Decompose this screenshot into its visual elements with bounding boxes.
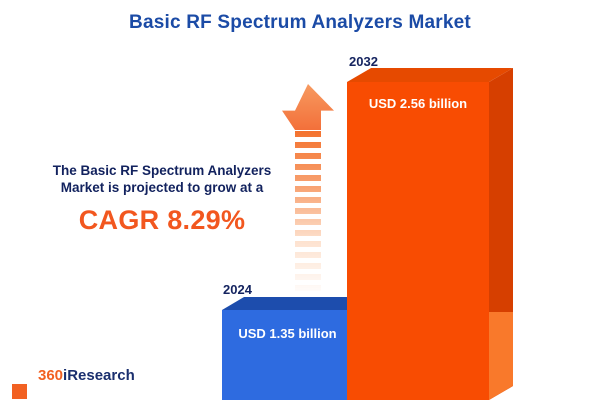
bar-2032-top-face: [347, 68, 513, 82]
cagr-value: CAGR 8.29%: [78, 205, 246, 235]
growth-annotation: The Basic RF Spectrum Analyzers Market i…: [12, 162, 312, 236]
annotation-line-2: Market is projected to grow at a: [60, 180, 264, 195]
growth-arrow-dashes: [295, 131, 321, 291]
bar-2032: [347, 82, 489, 400]
brand-logo: 360iResearch: [38, 367, 135, 384]
bar-2024-year-label: 2024: [223, 282, 252, 297]
bar-2032-value-label: USD 2.56 billion: [368, 96, 468, 111]
growth-arrow-icon: [282, 84, 334, 130]
corner-accent-square: [12, 384, 27, 399]
page-title: Basic RF Spectrum Analyzers Market: [129, 12, 471, 33]
bar-2032-side-face-lower: [489, 312, 513, 400]
brand-logo-prefix: 360: [38, 367, 64, 384]
brand-logo-suffix: iResearch: [63, 367, 135, 384]
bar-2032-year-label: 2032: [349, 54, 378, 69]
bar-2024-value-label: USD 1.35 billion: [238, 326, 337, 341]
annotation-line-1: The Basic RF Spectrum Analyzers: [52, 163, 272, 178]
